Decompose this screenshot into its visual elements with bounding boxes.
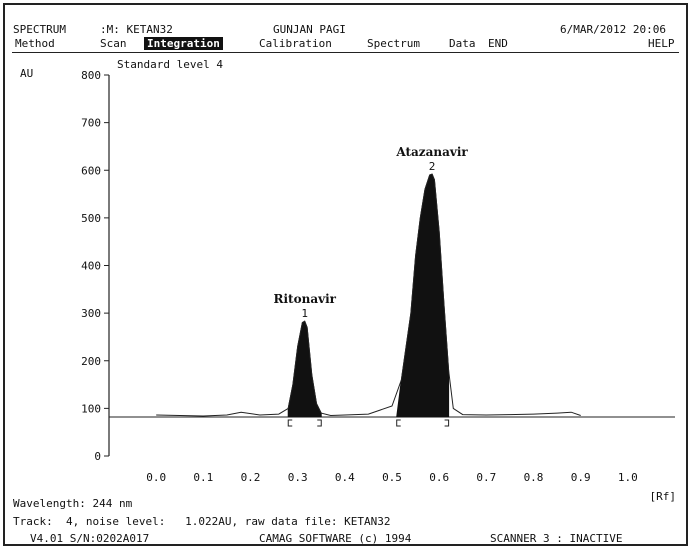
datetime: 6/MAR/2012 20:06 [560,23,666,36]
screen-frame [3,3,688,546]
y-tick-label: 500 [81,212,101,225]
menu-scan[interactable]: Scan [100,37,127,50]
densitogram-trace [156,173,581,417]
menu-spectrum[interactable]: Spectrum [367,37,420,50]
menu-help[interactable]: HELP [648,37,675,50]
peak-name-1: Ritonavir [274,292,337,306]
peak-end-bracket [317,419,322,427]
chart-title: Standard level 4 [117,58,223,71]
version-label: V4.01 S/N:0202A017 [30,532,150,545]
peak-start-bracket [287,419,293,427]
peak-number-2: 2 [429,160,436,173]
peak-number-1: 1 [301,307,308,320]
y-tick-label: 200 [81,355,101,368]
menu-integration[interactable]: Integration [144,37,223,50]
user-name: GUNJAN PAGI [273,23,346,36]
menu-divider [12,52,679,53]
software-copyright: CAMAG SOFTWARE (c) 1994 [259,532,412,545]
scanner-status: SCANNER 3 : INACTIVE [490,532,623,545]
x-tick-label: 1.0 [618,471,638,484]
peak-area-2 [396,173,450,418]
y-tick-label: 400 [81,260,101,273]
menu-method[interactable]: Method [15,37,55,50]
x-tick-label: 0.6 [429,471,449,484]
method-file: :M: KETAN32 [100,23,173,36]
app-name: SPECTRUM [13,23,66,36]
y-tick-label: 300 [81,307,101,320]
x-tick-label: 0.0 [146,471,166,484]
y-tick-label: 700 [81,117,101,130]
x-tick-label: 0.9 [571,471,591,484]
x-tick-label: 0.1 [193,471,213,484]
x-tick-label: 0.3 [288,471,308,484]
rf-axis-label: [Rf] [650,490,677,503]
menu-calibration[interactable]: Calibration [259,37,332,50]
y-tick-label: 100 [81,402,101,415]
x-tick-label: 0.7 [476,471,496,484]
wavelength-label: Wavelength: 244 nm [13,497,133,510]
menu-data[interactable]: Data [449,37,476,50]
y-tick-label: 600 [81,164,101,177]
peak-name-2: Atazanavir [395,145,468,159]
peak-end-bracket [444,419,450,427]
x-tick-label: 0.8 [524,471,544,484]
x-tick-label: 0.5 [382,471,402,484]
menu-end[interactable]: END [488,37,508,50]
y-tick-label: 0 [94,450,101,463]
x-tick-label: 0.2 [241,471,261,484]
y-tick-label: 800 [81,69,101,82]
y-axis-label: AU [20,67,33,80]
track-info: Track: 4, noise level: 1.022AU, raw data… [13,515,391,528]
x-tick-label: 0.4 [335,471,355,484]
peak-start-bracket [396,419,401,427]
